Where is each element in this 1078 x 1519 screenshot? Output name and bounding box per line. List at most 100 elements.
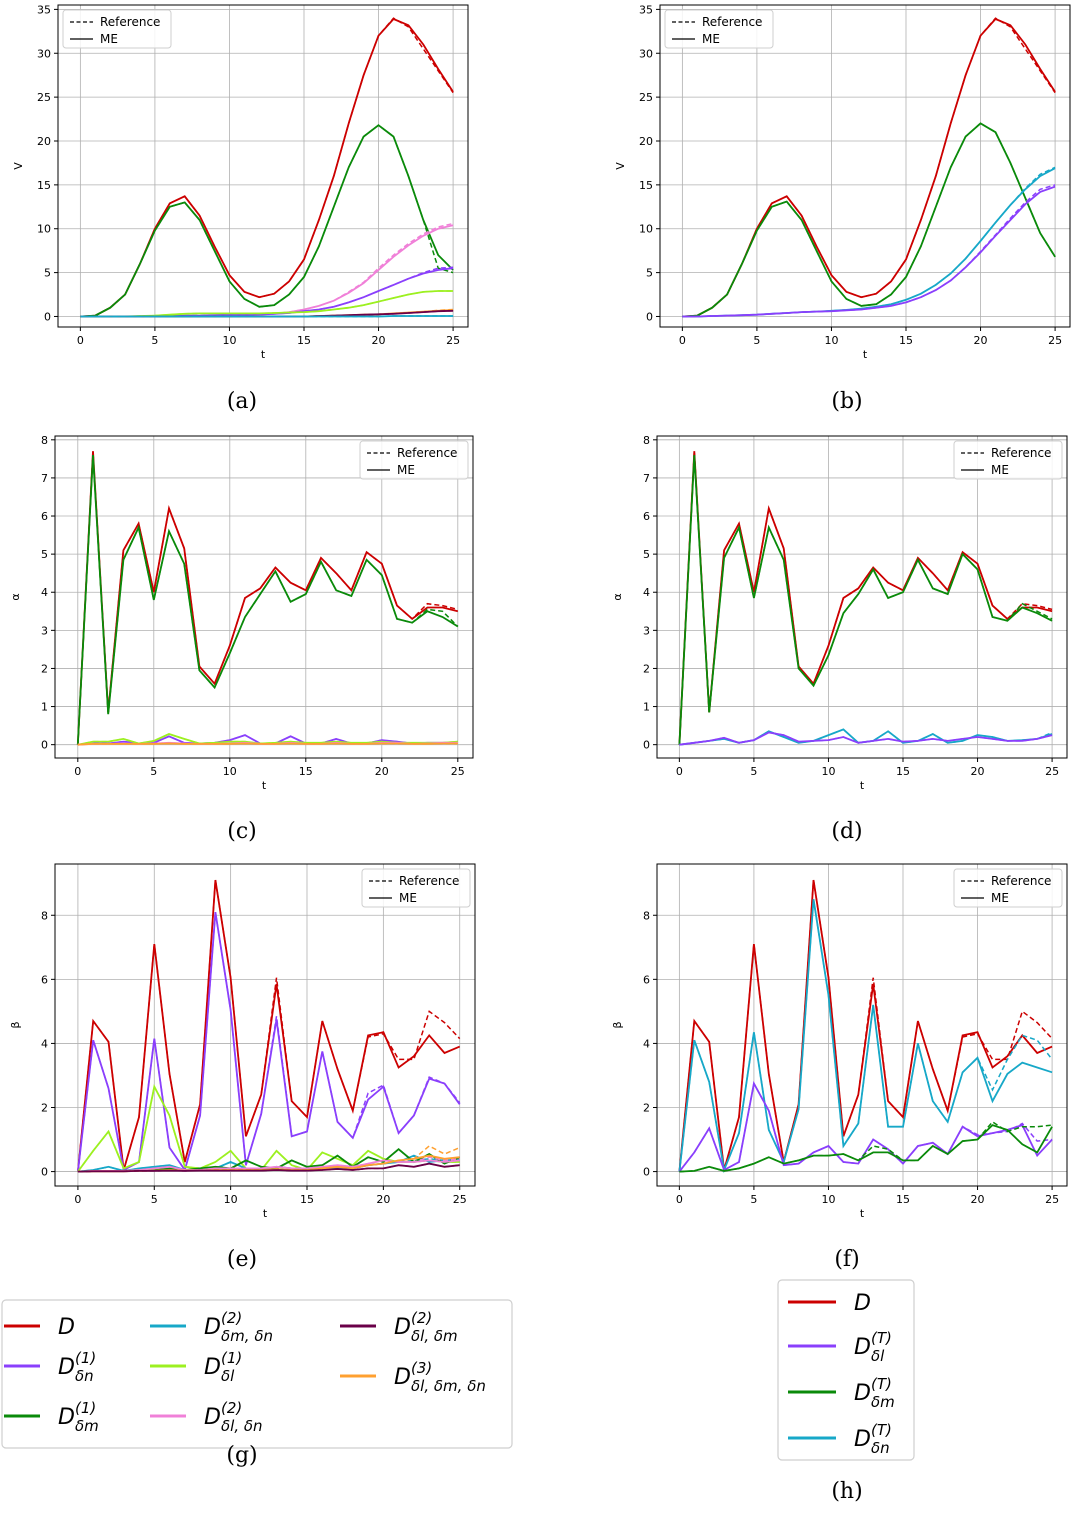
legend-subscript: δl: [871, 1347, 885, 1365]
x-tick-label: 20: [372, 334, 386, 347]
y-tick-label: 35: [37, 3, 51, 16]
legend-entry-Dl1: D (1)δl: [150, 1349, 242, 1385]
x-tick-label: 10: [223, 765, 237, 778]
legend-reference-label: Reference: [991, 446, 1051, 460]
y-tick-label: 15: [37, 179, 51, 192]
chart-e: 0 5 10 15 20 25 0 2 4 6 8 t β Reference ME (e): [9, 863, 476, 1272]
series-Dmn2-me: [80, 315, 454, 318]
x-tick-label: 10: [222, 334, 236, 347]
legend-me-label: ME: [702, 32, 720, 46]
legend-me-label: ME: [399, 891, 417, 905]
legend-symbol: D: [58, 1405, 75, 1430]
x-tick-label: 5: [150, 765, 157, 778]
y-tick-label: 6: [41, 510, 48, 523]
legend-symbol: D: [204, 1355, 221, 1380]
x-tick-label: 25: [446, 334, 460, 347]
x-tick-label: 5: [750, 765, 757, 778]
chart-legend: Reference ME: [62, 9, 172, 49]
legend-subscript: δm, δn: [221, 1327, 273, 1345]
series-DmT-me: [678, 455, 1053, 745]
series-Dm1-me: [80, 124, 454, 318]
x-tick-label: 15: [896, 765, 910, 778]
axes-frame: [656, 863, 1068, 1187]
y-axis-label: β: [9, 1021, 22, 1028]
x-tick-label: 20: [971, 765, 985, 778]
legend-symbol: D: [58, 1355, 75, 1380]
legend-subscript: δn: [871, 1439, 890, 1457]
axes-frame: [54, 863, 476, 1187]
legend-entry-DlT: D (T)δl: [788, 1329, 892, 1365]
y-axis-label: α: [9, 593, 22, 600]
x-tick-label: 5: [151, 334, 158, 347]
legend-me-label: ME: [100, 32, 118, 46]
legend-panel-box: [777, 1279, 915, 1461]
legend-subscript: δl, δn: [221, 1417, 263, 1435]
legend-symbol: D: [394, 1315, 411, 1340]
legend-reference-label: Reference: [702, 15, 762, 29]
legend-panel-h: DD (T)δlD (T)δmD (T)δn(h): [777, 1279, 915, 1504]
x-tick-label: 20: [974, 334, 988, 347]
y-tick-label: 8: [41, 909, 48, 922]
series-DmT-reference: [678, 455, 1053, 745]
panel-caption: (c): [227, 819, 257, 844]
x-tick-label: 15: [297, 334, 311, 347]
legend-subscript: δl, δm: [411, 1327, 458, 1345]
series-D-me: [678, 879, 1053, 1172]
x-tick-label: 25: [1045, 1193, 1059, 1206]
series-DlT-me: [679, 731, 1053, 746]
series-DmT-me: [679, 1124, 1053, 1173]
x-tick-label: 25: [453, 1193, 467, 1206]
y-tick-label: 0: [646, 310, 653, 323]
x-tick-label: 15: [300, 1193, 314, 1206]
y-tick-label: 7: [41, 472, 48, 485]
y-tick-label: 4: [41, 1037, 48, 1050]
y-tick-label: 4: [643, 586, 650, 599]
x-tick-label: 0: [676, 765, 683, 778]
panel-caption: (f): [834, 1247, 859, 1272]
legend-me-label: ME: [397, 463, 415, 477]
x-tick-label: 0: [74, 765, 81, 778]
chart-legend: Reference ME: [953, 868, 1063, 908]
y-tick-label: 15: [639, 179, 653, 192]
y-tick-label: 30: [37, 47, 51, 60]
x-axis-label: t: [261, 348, 266, 361]
x-tick-label: 20: [375, 765, 389, 778]
y-tick-label: 6: [643, 973, 650, 986]
x-tick-label: 25: [1045, 765, 1059, 778]
panel-caption: (b): [831, 389, 862, 414]
x-tick-label: 0: [77, 334, 84, 347]
y-tick-label: 0: [643, 739, 650, 752]
chart-b: 0 5 10 15 20 25 0 5 10 15 20 25 30 35 t V Reference ME (b): [614, 3, 1071, 414]
legend-entry-DnT: D (T)δn: [788, 1421, 892, 1457]
y-tick-label: 25: [37, 91, 51, 104]
x-tick-label: 0: [74, 1193, 81, 1206]
legend-symbol: D: [204, 1315, 221, 1340]
y-tick-label: 35: [639, 3, 653, 16]
series-Dn1-reference: [80, 266, 454, 318]
legend-reference-label: Reference: [397, 446, 457, 460]
y-tick-label: 5: [44, 267, 51, 280]
series-D-me: [76, 451, 459, 745]
y-tick-label: 0: [41, 1166, 48, 1179]
y-tick-label: 4: [643, 1037, 650, 1050]
y-tick-label: 10: [37, 223, 51, 236]
legend-subscript: δn: [75, 1367, 94, 1385]
series-Dn1-me: [80, 267, 454, 318]
series-Dm1-me: [76, 455, 459, 745]
legend-reference-label: Reference: [399, 874, 459, 888]
x-tick-label: 15: [899, 334, 913, 347]
x-tick-label: 25: [1048, 334, 1062, 347]
chart-legend: Reference ME: [664, 9, 774, 49]
y-tick-label: 8: [643, 434, 650, 447]
series-DmT-reference: [682, 122, 1056, 318]
y-tick-label: 2: [41, 662, 48, 675]
y-tick-label: 10: [639, 223, 653, 236]
x-tick-label: 0: [679, 334, 686, 347]
series-Dn1-me: [77, 911, 461, 1173]
legend-symbol: D: [204, 1405, 221, 1430]
legend-entry-Dm1: D (1)δm: [4, 1399, 99, 1435]
legend-entry-Dn1: D (1)δn: [4, 1349, 96, 1385]
y-tick-label: 0: [41, 739, 48, 752]
y-tick-label: 20: [639, 135, 653, 148]
series-Dlmn3-me: [77, 742, 458, 746]
